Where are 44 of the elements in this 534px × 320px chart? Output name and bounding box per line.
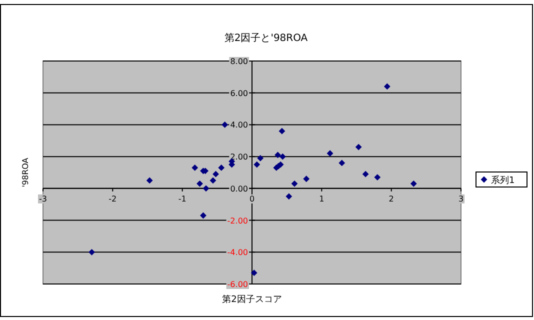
point <box>218 164 225 171</box>
x-tick-label: 2 <box>388 194 394 204</box>
point <box>257 154 264 162</box>
y-tick-label: -4.00 <box>227 248 248 258</box>
point <box>338 160 346 166</box>
x-tick-label: -1 <box>178 194 186 204</box>
legend-label: 系列1 <box>491 175 515 186</box>
point <box>210 177 216 184</box>
x-tick-label: 0 <box>249 194 255 204</box>
x-tick-label: 3 <box>458 194 464 204</box>
point <box>202 185 210 192</box>
x-tick-label: 1 <box>319 194 324 204</box>
point <box>192 164 198 171</box>
y-tick-label: 4.00 <box>230 120 248 130</box>
point <box>362 170 369 178</box>
point <box>279 153 286 160</box>
y-tick-label: 8.00 <box>230 57 248 66</box>
point <box>286 193 292 200</box>
x-axis-title: 第2因子スコア <box>222 294 282 305</box>
point <box>274 152 281 158</box>
y-tick-label: 0.00 <box>230 184 248 194</box>
point <box>291 180 298 187</box>
point <box>303 176 310 182</box>
y-axis-title: '98ROA <box>21 157 30 188</box>
point <box>222 122 228 128</box>
point <box>384 83 390 90</box>
point <box>355 144 362 150</box>
point <box>250 270 258 276</box>
point <box>326 150 334 157</box>
point <box>88 248 95 256</box>
x-tick-label: -2 <box>108 194 117 204</box>
point <box>146 177 153 184</box>
y-tick-label: 2.00 <box>230 152 248 162</box>
y-tick-label: 6.00 <box>230 88 248 98</box>
point <box>212 170 219 178</box>
point <box>254 161 260 168</box>
point <box>196 180 203 187</box>
point <box>278 128 286 134</box>
chart-title: 第2因子と'98ROA <box>224 32 308 44</box>
y-tick-label: -6.00 <box>227 280 248 289</box>
x-tick-label: -3 <box>39 194 47 204</box>
y-tick-label: -2.00 <box>227 216 248 226</box>
point <box>410 180 417 187</box>
point <box>374 174 381 180</box>
